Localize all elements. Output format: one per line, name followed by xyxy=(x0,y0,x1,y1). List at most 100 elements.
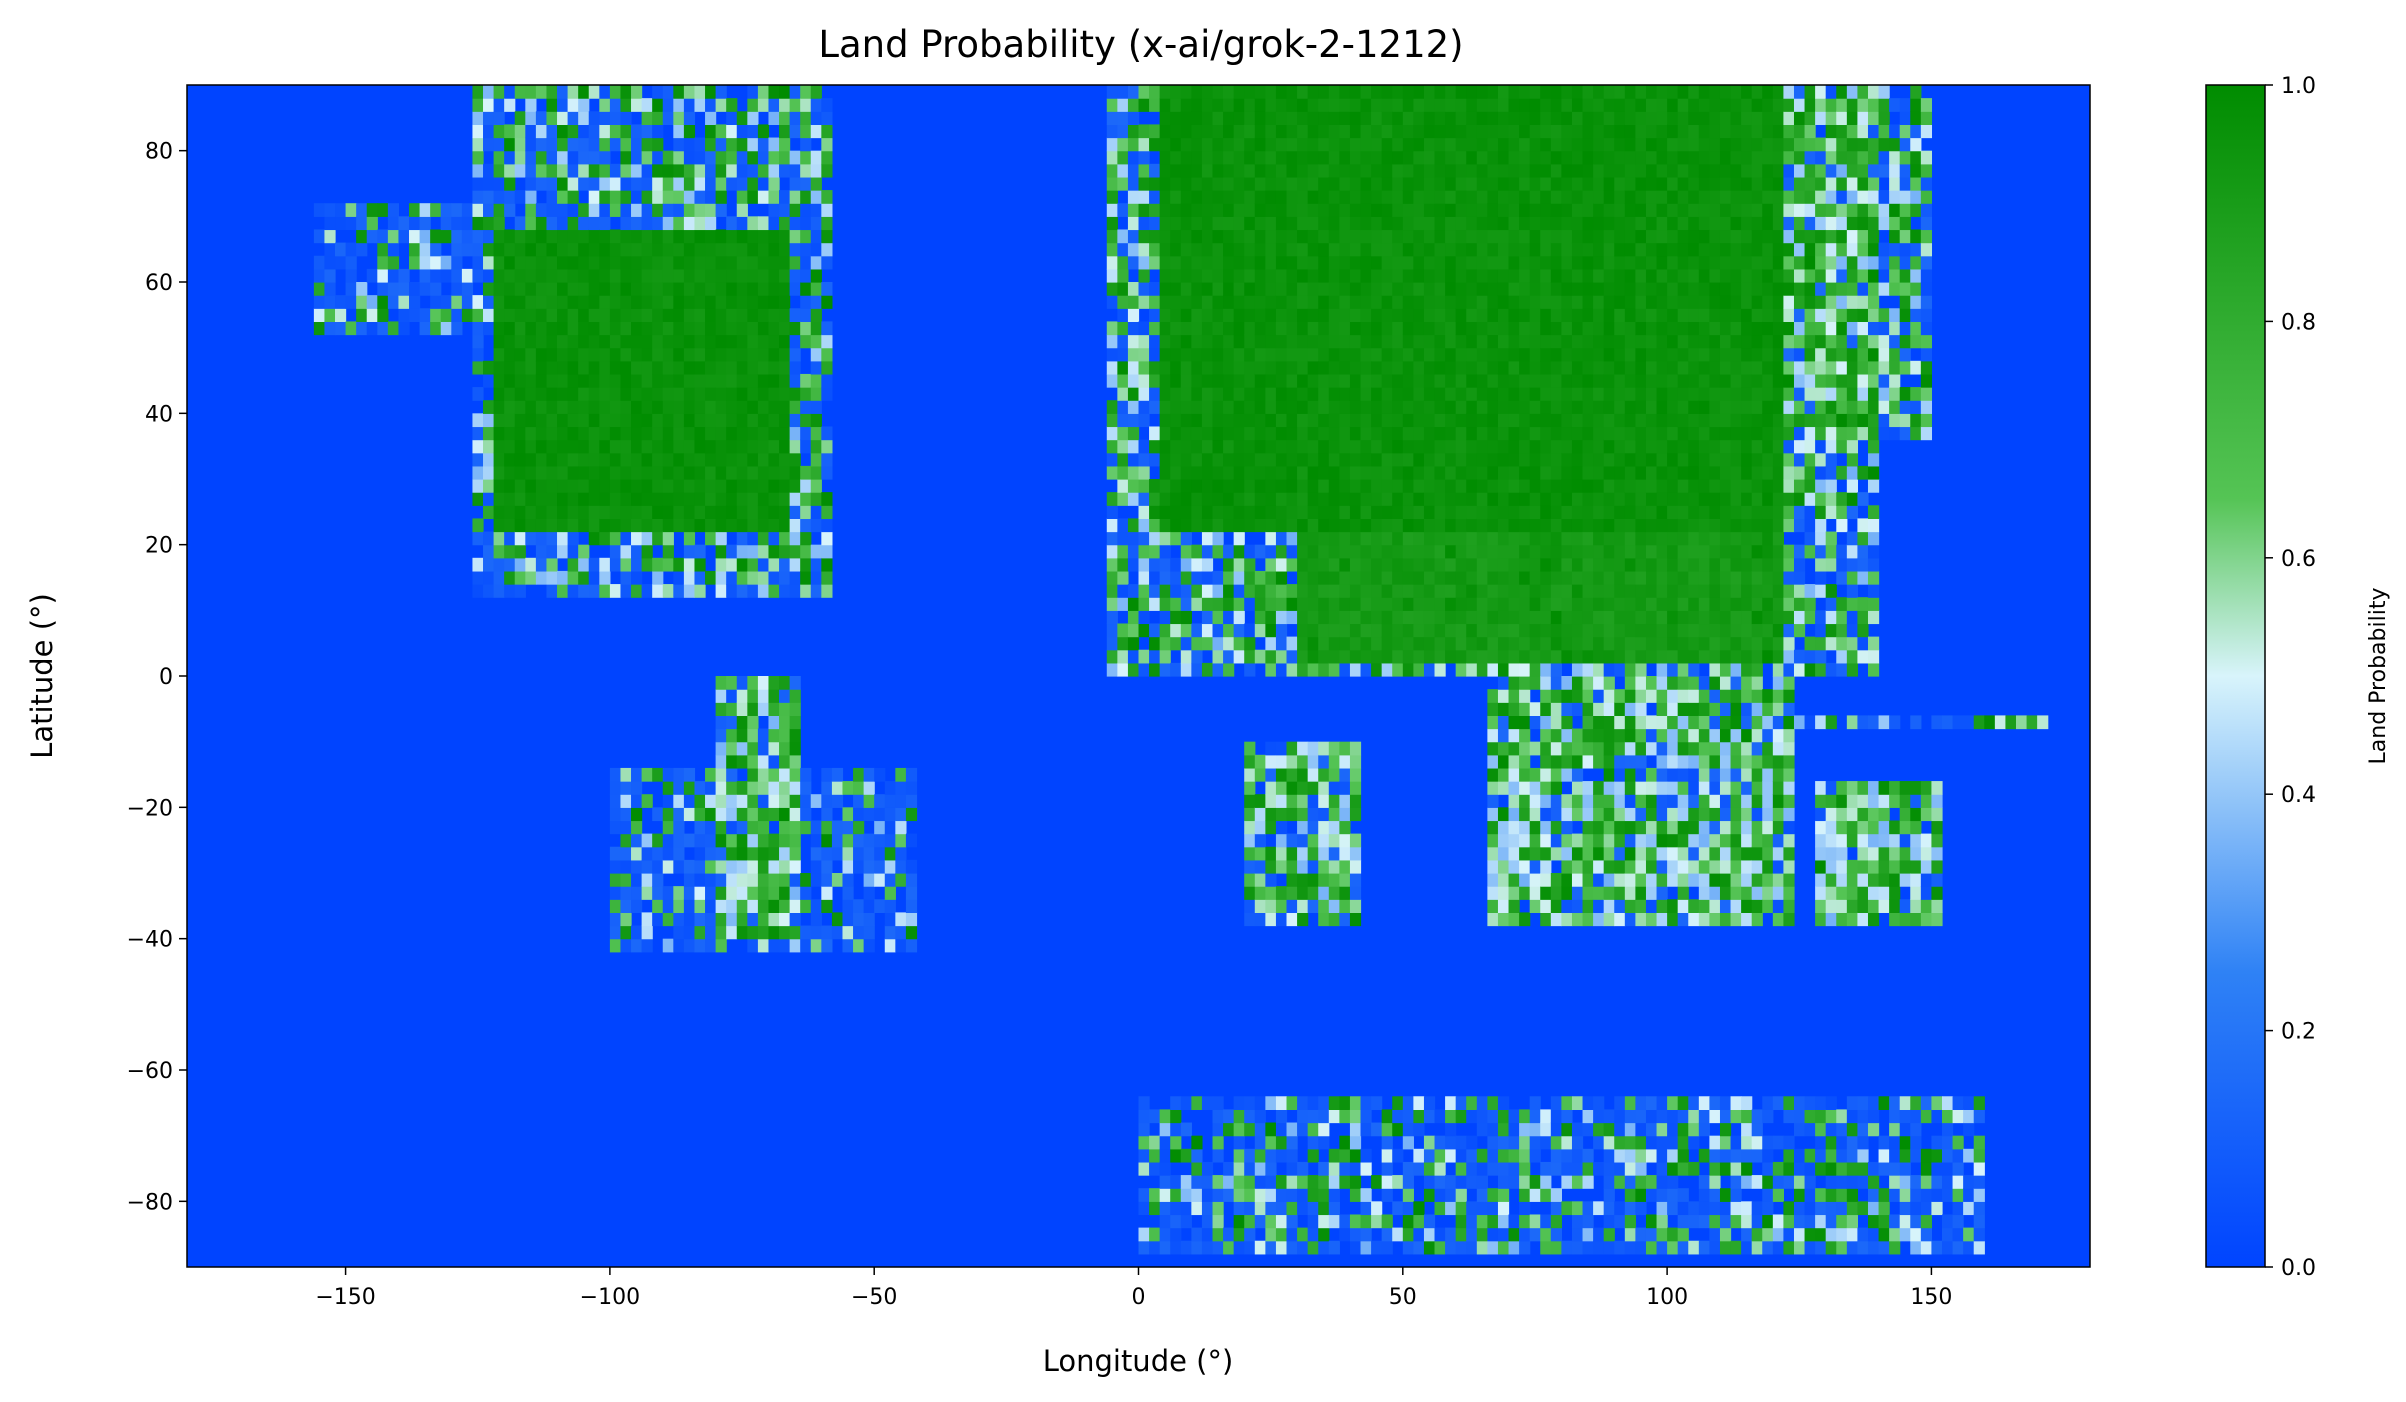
heatmap-cell xyxy=(1318,1175,1330,1189)
heatmap-cell xyxy=(736,689,748,703)
heatmap-cell xyxy=(387,216,400,231)
heatmap-cell xyxy=(1423,360,1436,375)
heatmap-cell xyxy=(821,295,833,309)
heatmap-cell xyxy=(1402,124,1414,139)
heatmap-cell xyxy=(1307,321,1319,336)
heatmap-cell xyxy=(789,439,801,454)
heatmap-cell xyxy=(810,426,822,441)
heatmap-cell xyxy=(588,190,600,204)
heatmap-cell xyxy=(1286,387,1298,401)
heatmap-cell xyxy=(1508,268,1520,283)
heatmap-cell xyxy=(313,268,326,283)
heatmap-cell xyxy=(1571,387,1584,401)
heatmap-cell xyxy=(1339,1175,1351,1189)
heatmap-cell xyxy=(1127,334,1140,349)
heatmap-cell xyxy=(1519,242,1531,257)
heatmap-cell xyxy=(1645,1096,1658,1110)
heatmap-cell xyxy=(905,886,918,900)
heatmap-cell xyxy=(1635,610,1647,625)
heatmap-cell xyxy=(1244,400,1256,414)
heatmap-cell xyxy=(599,216,611,231)
heatmap-cell xyxy=(1635,689,1647,703)
heatmap-cell xyxy=(514,282,526,296)
heatmap-cell xyxy=(1297,570,1309,585)
heatmap-cell xyxy=(1201,465,1214,480)
heatmap-cell xyxy=(461,268,474,283)
heatmap-cell xyxy=(1328,1148,1340,1163)
heatmap-cell xyxy=(588,465,600,480)
heatmap-cell xyxy=(1244,295,1256,309)
heatmap-cell xyxy=(694,886,706,900)
heatmap-cell xyxy=(1106,321,1118,336)
heatmap-cell xyxy=(715,518,727,533)
heatmap-cell xyxy=(747,807,759,822)
heatmap-cell xyxy=(1307,662,1319,677)
heatmap-cell xyxy=(1180,597,1192,611)
heatmap-cell xyxy=(673,899,685,913)
heatmap-cell xyxy=(652,360,664,375)
heatmap-cell xyxy=(1519,1201,1531,1216)
heatmap-cell xyxy=(1645,859,1658,874)
heatmap-cell xyxy=(514,400,526,414)
heatmap-cell xyxy=(1624,1135,1636,1150)
heatmap-cell xyxy=(1445,479,1457,493)
heatmap-cell xyxy=(1624,807,1636,822)
heatmap-cell xyxy=(1645,741,1658,756)
heatmap-cell xyxy=(1402,505,1414,519)
heatmap-cell xyxy=(726,767,738,782)
heatmap-cell xyxy=(546,479,558,493)
heatmap-cell xyxy=(662,111,674,125)
heatmap-cell xyxy=(1339,636,1351,651)
heatmap-cell xyxy=(1349,833,1362,848)
heatmap-cell xyxy=(1423,1135,1436,1150)
heatmap-cell xyxy=(1455,176,1467,191)
heatmap-cell xyxy=(810,387,822,401)
heatmap-cell xyxy=(810,439,822,454)
heatmap-cell xyxy=(609,859,622,874)
heatmap-cell xyxy=(514,584,526,598)
heatmap-cell xyxy=(1497,846,1510,861)
heatmap-cell xyxy=(747,584,759,598)
heatmap-cell xyxy=(1244,282,1256,296)
heatmap-cell xyxy=(1614,308,1626,322)
heatmap-cell xyxy=(1550,229,1562,244)
heatmap-cell xyxy=(673,387,685,401)
heatmap-cell xyxy=(1519,150,1531,165)
heatmap-cell xyxy=(736,794,748,808)
heatmap-cell xyxy=(757,150,770,165)
heatmap-cell xyxy=(1286,479,1298,493)
heatmap-cell xyxy=(578,308,590,322)
heatmap-cell xyxy=(1519,111,1531,125)
heatmap-cell xyxy=(641,150,653,165)
heatmap-cell xyxy=(1318,1214,1330,1229)
heatmap-cell xyxy=(1223,1175,1235,1189)
heatmap-cell xyxy=(1223,98,1235,112)
heatmap-cell xyxy=(1635,308,1647,322)
heatmap-cell xyxy=(1540,216,1552,231)
heatmap-cell xyxy=(620,190,632,204)
heatmap-cell xyxy=(1307,413,1319,428)
heatmap-cell xyxy=(1593,873,1605,887)
heatmap-cell xyxy=(599,282,611,296)
heatmap-cell xyxy=(1571,124,1584,139)
heatmap-cell xyxy=(1233,531,1245,546)
heatmap-cell xyxy=(557,426,569,441)
heatmap-cell xyxy=(620,321,632,336)
heatmap-cell xyxy=(1138,1109,1150,1124)
heatmap-cell xyxy=(1254,859,1266,874)
heatmap-cell xyxy=(757,873,770,887)
heatmap-cell xyxy=(1519,321,1531,336)
heatmap-cell xyxy=(1593,741,1605,756)
heatmap-cell xyxy=(757,728,770,743)
heatmap-cell xyxy=(1223,295,1235,309)
heatmap-cell xyxy=(1635,807,1647,822)
heatmap-cell xyxy=(1191,347,1203,362)
heatmap-cell xyxy=(1635,216,1647,231)
heatmap-cell xyxy=(1593,373,1605,388)
heatmap-cell xyxy=(694,98,706,112)
heatmap-cell xyxy=(631,465,643,480)
heatmap-cell xyxy=(1392,636,1404,651)
heatmap-cell xyxy=(1402,610,1414,625)
heatmap-cell xyxy=(493,413,505,428)
heatmap-cell xyxy=(1349,846,1362,861)
